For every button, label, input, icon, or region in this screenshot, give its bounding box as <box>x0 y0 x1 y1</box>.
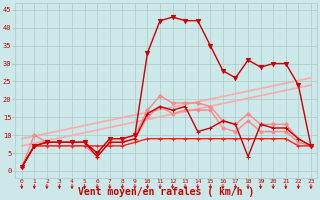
X-axis label: Vent moyen/en rafales ( km/h ): Vent moyen/en rafales ( km/h ) <box>78 187 254 197</box>
